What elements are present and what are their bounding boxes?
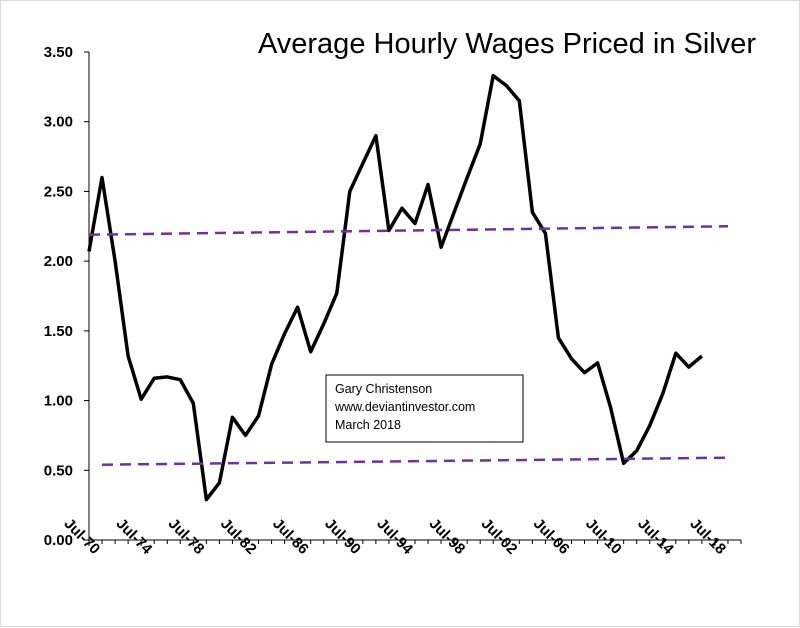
x-tick-label: Jul-18 bbox=[686, 515, 729, 558]
annotation-box: Gary Christenson www.deviantinvestor.com… bbox=[325, 374, 524, 443]
x-tick-label: Jul-14 bbox=[634, 515, 677, 558]
x-tick-label: Jul-02 bbox=[478, 515, 521, 558]
y-tick-label: 0.00 bbox=[44, 532, 73, 549]
y-axis-ticks: 0.00 0.50 1.00 1.50 2.00 2.50 3.00 3.50 bbox=[44, 44, 89, 549]
trend-line-1 bbox=[88, 225, 729, 236]
y-tick-label: 3.00 bbox=[44, 114, 73, 131]
x-tick-label: Jul-78 bbox=[165, 515, 208, 558]
wage-silver-line bbox=[87, 73, 704, 502]
x-tick-label: Jul-74 bbox=[113, 515, 156, 558]
trend-line-2 bbox=[101, 456, 729, 466]
series-layer bbox=[87, 73, 729, 502]
y-tick-label: 1.50 bbox=[44, 323, 73, 340]
annotation-date: March 2018 bbox=[335, 418, 401, 432]
x-tick-label: Jul-86 bbox=[269, 515, 312, 558]
annotation-border bbox=[325, 374, 524, 443]
y-tick-label: 2.50 bbox=[44, 183, 73, 200]
x-tick-label: Jul-10 bbox=[582, 515, 625, 558]
x-tick-label: Jul-82 bbox=[217, 515, 260, 558]
y-tick-label: 0.50 bbox=[44, 462, 73, 479]
x-tick-label: Jul-06 bbox=[530, 515, 573, 558]
x-axis-ticks: Jul-70 Jul-74 Jul-78 Jul-82 Jul-86 Jul-90 Jul-… bbox=[61, 515, 742, 558]
x-tick-label: Jul-98 bbox=[426, 515, 469, 558]
x-tick-label: Jul-90 bbox=[321, 515, 364, 558]
annotation-website: www.deviantinvestor.com bbox=[334, 400, 475, 414]
x-tick-label: Jul-94 bbox=[373, 515, 416, 558]
y-tick-label: 2.00 bbox=[44, 253, 73, 270]
axes bbox=[88, 52, 741, 541]
annotation-author: Gary Christenson bbox=[335, 382, 432, 396]
chart-title: Average Hourly Wages Priced in Silver bbox=[258, 28, 756, 60]
y-tick-label: 1.00 bbox=[44, 393, 73, 410]
y-tick-label: 3.50 bbox=[44, 44, 73, 61]
